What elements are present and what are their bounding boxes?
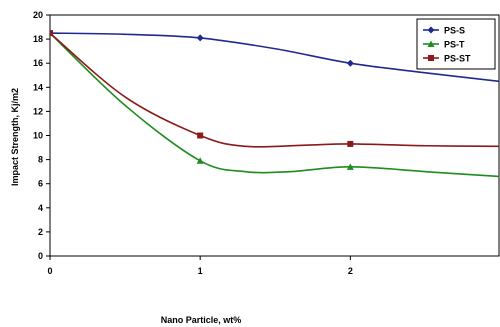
x-tick-label: 1 (198, 266, 203, 276)
x-tick-label: 0 (47, 266, 52, 276)
data-point-ps-st (197, 132, 204, 139)
x-axis: 0 1 2 (47, 256, 353, 276)
y-tick-label: 8 (38, 155, 43, 165)
x-tick-label: 2 (348, 266, 353, 276)
series-line-ps-t (50, 32, 499, 178)
legend: PS-S PS-T PS-ST (416, 18, 496, 70)
legend-marker-ps-t (427, 40, 435, 47)
y-tick-label: 14 (33, 82, 43, 92)
y-tick-label: 6 (38, 179, 43, 189)
legend-label-ps-s: PS-S (444, 26, 465, 36)
y-tick-label: 4 (38, 203, 43, 213)
y-tick-label: 10 (33, 131, 43, 141)
series-line-ps-s (50, 32, 499, 83)
y-axis: 0 2 4 6 8 10 12 14 16 18 20 (33, 10, 50, 261)
data-point-ps-t (196, 157, 204, 164)
y-tick-label: 2 (38, 227, 43, 237)
data-point-ps-s (346, 59, 354, 67)
legend-marker-ps-st (428, 55, 434, 61)
data-point-ps-s (196, 34, 204, 42)
legend-label-ps-t: PS-T (444, 40, 465, 50)
series-layer (50, 29, 499, 178)
y-tick-label: 20 (33, 10, 43, 20)
data-point-ps-t (346, 163, 354, 170)
y-tick-label: 18 (33, 34, 43, 44)
legend-marker-ps-s (427, 26, 435, 34)
y-tick-label: 16 (33, 58, 43, 68)
y-tick-label: 12 (33, 106, 43, 116)
legend-label-ps-st: PS-ST (444, 54, 471, 64)
data-point-ps-st (50, 30, 53, 37)
y-axis-title: Impact Strength, Kj/m2 (10, 88, 20, 186)
y-tick-label: 0 (38, 251, 43, 261)
series-ps-st (50, 30, 499, 148)
series-line-ps-st (50, 32, 499, 148)
x-axis-title: Nano Particle, wt% (161, 315, 242, 325)
data-point-ps-st (347, 140, 354, 147)
